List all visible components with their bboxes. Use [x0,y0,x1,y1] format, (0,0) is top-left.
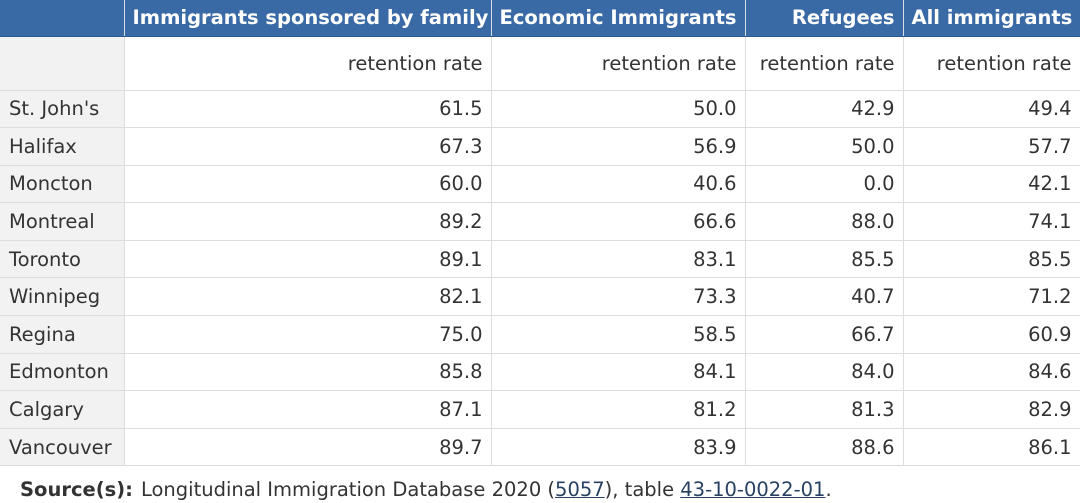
table-row: Regina 75.0 58.5 66.7 60.9 [0,315,1080,354]
table-row: Calgary 87.1 81.2 81.3 82.9 [0,390,1080,429]
row-header: Calgary [0,390,125,429]
table-cell: 83.9 [491,428,746,467]
row-header: Regina [0,315,125,354]
table-cell: 50.0 [745,127,904,166]
column-subheader: retention rate [903,36,1080,91]
table-row: St. John's 61.5 50.0 42.9 49.4 [0,90,1080,129]
table-cell: 89.1 [124,240,492,279]
table-cell: 81.2 [491,390,746,429]
row-header: Toronto [0,240,125,279]
table-cell: 75.0 [124,315,492,354]
table-cell: 84.0 [745,353,904,392]
row-header: Vancouver [0,428,125,467]
table-cell: 40.7 [745,277,904,317]
row-header: Halifax [0,127,125,166]
table-cell: 50.0 [491,90,746,129]
table-row: Vancouver 89.7 83.9 88.6 86.1 [0,428,1080,467]
table-row: Winnipeg 82.1 73.3 40.7 71.2 [0,277,1080,317]
table-cell: 83.1 [491,240,746,279]
table-cell: 49.4 [903,90,1080,129]
table-row: Toronto 89.1 83.1 85.5 85.5 [0,240,1080,279]
column-header: Refugees [745,0,904,37]
table-cell: 81.3 [745,390,904,429]
source-text: ), table [604,478,681,501]
row-header: Edmonton [0,353,125,392]
table-row: Moncton 60.0 40.6 0.0 42.1 [0,165,1080,204]
table-cell: 74.1 [903,202,1080,241]
column-header-row: Immigrants sponsored by family Economic … [0,0,1080,37]
column-subheader: retention rate [745,36,904,91]
table-cell: 85.8 [124,353,492,392]
table-cell: 60.0 [124,165,492,204]
table-cell: 89.7 [124,428,492,467]
table-cell: 57.7 [903,127,1080,166]
row-header: Winnipeg [0,277,125,317]
source-note: Source(s): Longitudinal Immigration Datab… [20,478,832,501]
row-header: Moncton [0,165,125,204]
table-cell: 61.5 [124,90,492,129]
table-cell: 66.6 [491,202,746,241]
source-link-5057[interactable]: 5057 [555,478,605,501]
corner-header [0,0,125,37]
retention-rate-table: Immigrants sponsored by family Economic … [0,0,1080,467]
table-cell: 58.5 [491,315,746,354]
table-cell: 42.9 [745,90,904,129]
source-label: Source(s): [20,478,133,501]
table-cell: 82.1 [124,277,492,317]
subheader-corner [0,36,125,91]
table-cell: 42.1 [903,165,1080,204]
table-cell: 84.1 [491,353,746,392]
table-row: Montreal 89.2 66.6 88.0 74.1 [0,202,1080,241]
row-header: St. John's [0,90,125,129]
column-subheader: retention rate [491,36,746,91]
table-body: St. John's 61.5 50.0 42.9 49.4 Halifax 67.3 56.… [0,90,1080,467]
table-cell: 71.2 [903,277,1080,317]
table-cell: 67.3 [124,127,492,166]
table-cell: 85.5 [745,240,904,279]
table-cell: 87.1 [124,390,492,429]
table-cell: 40.6 [491,165,746,204]
table-cell: 84.6 [903,353,1080,392]
table-cell: 88.0 [745,202,904,241]
table-cell: 88.6 [745,428,904,467]
table-cell: 85.5 [903,240,1080,279]
table-row: Halifax 67.3 56.9 50.0 57.7 [0,127,1080,166]
source-text: . [825,478,832,501]
table-row: Edmonton 85.8 84.1 84.0 84.6 [0,353,1080,392]
column-subheader: retention rate [124,36,492,91]
table-cell: 89.2 [124,202,492,241]
row-header: Montreal [0,202,125,241]
table-cell: 56.9 [491,127,746,166]
table-cell: 73.3 [491,277,746,317]
source-link-table[interactable]: 43-10-0022-01 [680,478,826,501]
table-cell: 66.7 [745,315,904,354]
column-header: Economic Immigrants [491,0,746,37]
table-cell: 0.0 [745,165,904,204]
source-text: Longitudinal Immigration Database 2020 ( [140,478,556,501]
table-cell: 82.9 [903,390,1080,429]
table-cell: 86.1 [903,428,1080,467]
table-cell: 60.9 [903,315,1080,354]
subheader-row: retention rate retention rate retention … [0,36,1080,91]
column-header: Immigrants sponsored by family [124,0,492,37]
column-header: All immigrants [903,0,1080,37]
